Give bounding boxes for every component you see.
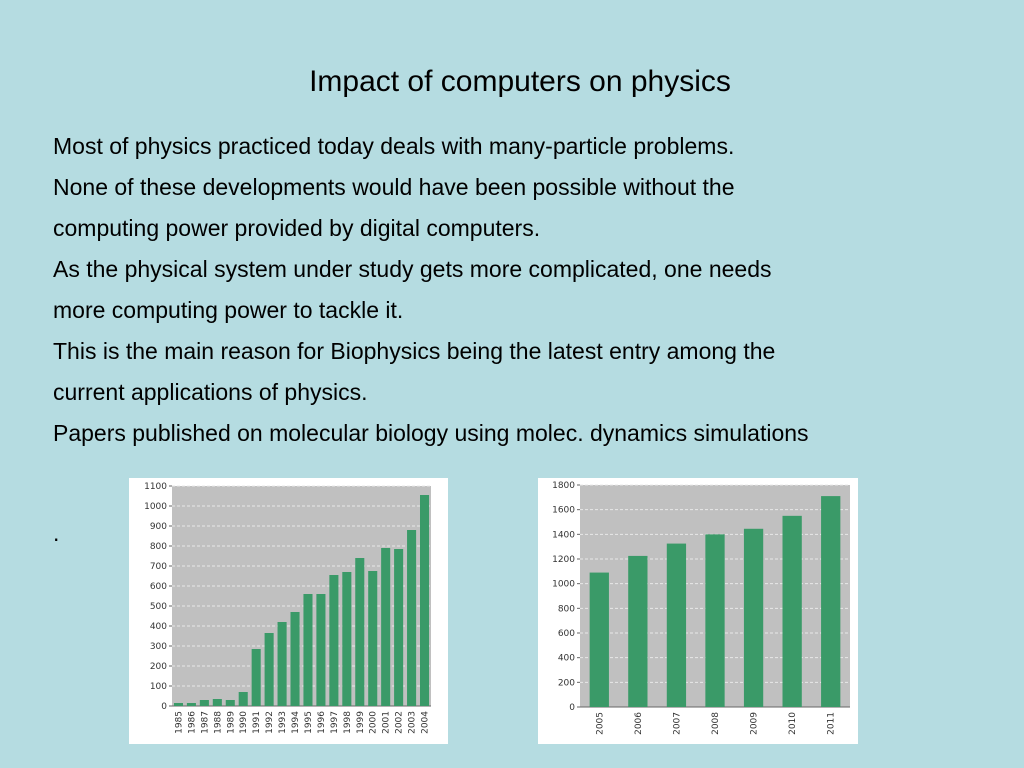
x-tick-label: 1994	[291, 711, 301, 734]
x-tick-label: 1991	[252, 711, 262, 734]
x-tick-label: 1999	[356, 711, 366, 734]
y-tick-label: 700	[150, 562, 167, 572]
body-line: current applications of physics.	[53, 379, 368, 405]
x-tick-label: 1995	[304, 711, 314, 734]
body-line: This is the main reason for Biophysics b…	[53, 338, 776, 364]
y-tick-label: 0	[161, 702, 167, 712]
y-tick-label: 300	[150, 642, 167, 652]
bar	[186, 703, 196, 706]
x-tick-label: 2007	[672, 712, 682, 735]
x-tick-label: 2001	[382, 711, 392, 734]
x-tick-label: 2006	[634, 712, 644, 735]
bar	[290, 612, 300, 706]
y-tick-label: 0	[569, 703, 575, 713]
y-tick-label: 400	[558, 654, 575, 664]
x-tick-label: 2005	[595, 712, 605, 735]
body-line: computing power provided by digital comp…	[53, 215, 541, 241]
y-tick-label: 400	[150, 622, 167, 632]
y-tick-label: 900	[150, 522, 167, 532]
y-tick-label: 1100	[144, 482, 167, 492]
bar	[743, 528, 764, 707]
bar	[238, 692, 248, 706]
slide-title: Impact of computers on physics	[309, 65, 731, 98]
bar	[251, 649, 261, 706]
x-tick-label: 1998	[343, 711, 353, 734]
y-tick-label: 1000	[144, 502, 167, 512]
bar	[303, 594, 313, 706]
y-tick-label: 800	[558, 604, 575, 614]
bar	[666, 543, 687, 707]
x-tick-label: 1992	[265, 711, 275, 734]
x-tick-label: 2000	[369, 711, 379, 734]
body-line: Most of physics practiced today deals wi…	[53, 133, 735, 159]
y-tick-label: 600	[150, 582, 167, 592]
y-tick-label: 1200	[552, 555, 575, 565]
y-tick-label: 100	[150, 682, 167, 692]
bar	[381, 548, 391, 706]
bar	[199, 700, 209, 706]
bar	[368, 571, 378, 706]
bar	[821, 496, 841, 707]
bar	[355, 558, 365, 706]
x-tick-label: 2002	[395, 711, 405, 734]
x-tick-label: 1997	[330, 711, 340, 734]
chart-svg: 0 100 200 300 400 500 600 700 800 900 1000 1100 1985…	[144, 482, 431, 734]
bar	[407, 530, 417, 706]
x-tick-label: 1985	[174, 711, 184, 734]
y-tick-label: 600	[558, 629, 575, 639]
x-tick-label: 1986	[187, 711, 197, 734]
bar	[705, 534, 725, 707]
x-tick-label: 1989	[226, 711, 236, 734]
bar	[589, 572, 609, 707]
x-tick-label: 2008	[711, 712, 721, 735]
x-tick-label: 2004	[421, 711, 431, 734]
y-tick-label: 200	[558, 678, 575, 688]
body-line: Papers published on molecular biology us…	[53, 420, 809, 446]
body-line: more computing power to tackle it.	[53, 297, 404, 323]
x-tick-label: 2003	[408, 711, 418, 734]
x-tick-label: 2010	[788, 712, 798, 735]
x-tick-label: 1993	[278, 711, 288, 734]
plot-area	[172, 486, 431, 706]
body-line: As the physical system under study gets …	[53, 256, 772, 282]
x-tick-label: 2009	[750, 712, 760, 735]
y-tick-label: 500	[150, 602, 167, 612]
bar	[264, 633, 274, 706]
bar	[342, 572, 352, 706]
bar	[329, 575, 339, 706]
y-tick-label: 1800	[552, 481, 575, 491]
x-tick-label: 1987	[200, 711, 210, 734]
bar	[782, 515, 802, 707]
bar	[419, 495, 430, 706]
bar	[277, 622, 287, 706]
papers-chart-2005-2011: 0 200 400 600 800 1000 1200 1400 1600 1800 2005 200…	[538, 478, 858, 744]
bar	[173, 703, 184, 706]
y-tick-label: 800	[150, 542, 167, 552]
y-tick-label: 1400	[552, 530, 575, 540]
trailing-dot: .	[53, 520, 60, 546]
bar	[394, 549, 404, 706]
x-tick-label: 2011	[827, 712, 837, 735]
chart-svg: 0 200 400 600 800 1000 1200 1400 1600 1800 2005 200…	[552, 481, 850, 735]
y-tick-label: 1000	[552, 580, 575, 590]
bar	[316, 594, 326, 706]
slide-body: Most of physics practiced today deals wi…	[53, 126, 1013, 454]
y-tick-label: 200	[150, 662, 167, 672]
papers-chart-1985-2004: 0 100 200 300 400 500 600 700 800 900 1000 1100 1985…	[129, 478, 448, 744]
x-tick-label: 1996	[317, 711, 327, 734]
body-line: None of these developments would have be…	[53, 174, 735, 200]
bar	[212, 699, 222, 706]
bar	[628, 555, 648, 707]
x-tick-label: 1990	[239, 711, 249, 734]
x-tick-label: 1988	[213, 711, 223, 734]
y-tick-label: 1600	[552, 506, 575, 516]
bar	[225, 700, 235, 706]
